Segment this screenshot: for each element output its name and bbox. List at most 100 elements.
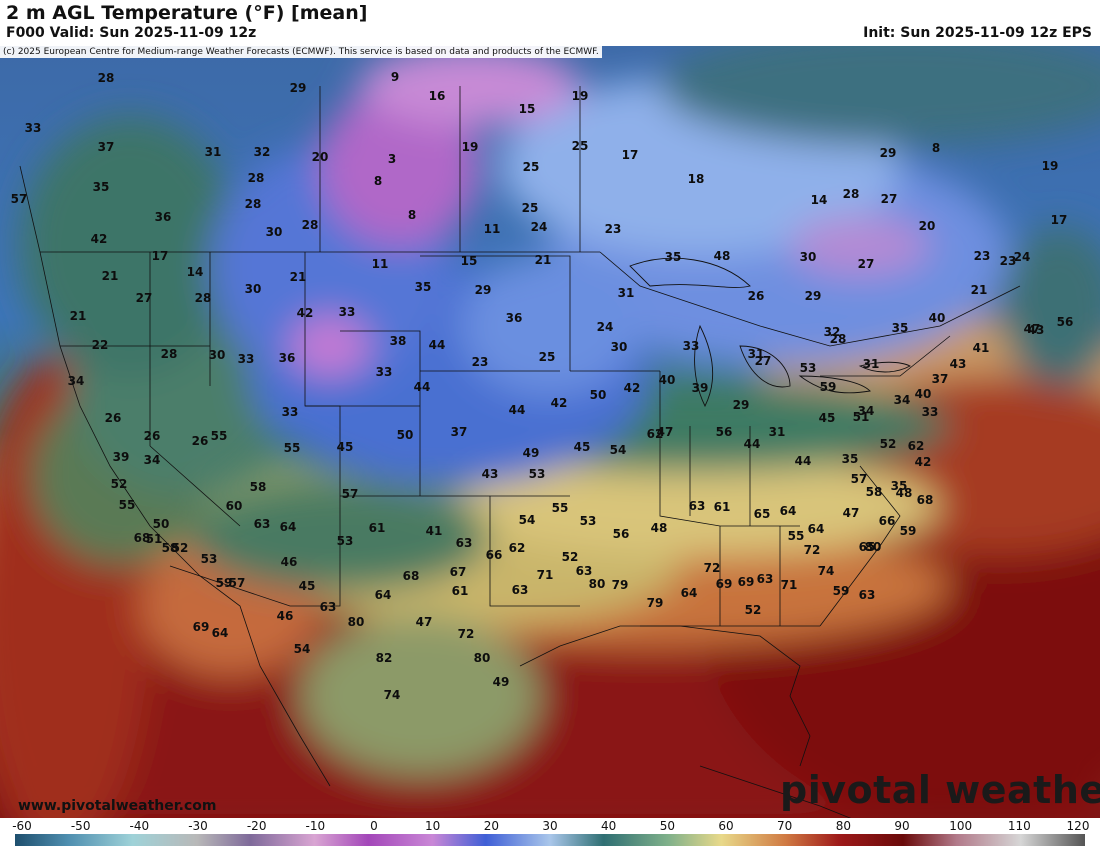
temperature-label: 33	[376, 365, 393, 379]
colorbar-tick: 30	[542, 819, 558, 833]
temperature-label: 28	[302, 218, 319, 232]
colorbar-tick: 40	[601, 819, 617, 833]
temperature-label: 57	[342, 487, 359, 501]
temperature-label: 53	[337, 534, 354, 548]
temperature-label: 11	[484, 222, 501, 236]
temperature-label: 17	[152, 249, 169, 263]
temperature-label: 36	[506, 311, 523, 325]
temperature-label: 23	[472, 355, 489, 369]
temperature-label: 35	[842, 452, 859, 466]
temperature-label: 47	[416, 615, 433, 629]
colorbar-labels: -60 -50 -40 -30 -20 -10 0 10 20 30 40 50 60 70 80 90 100…	[0, 818, 1100, 834]
temperature-label: 35	[665, 250, 682, 264]
temperature-label: 27	[858, 257, 875, 271]
temperature-label: 19	[1042, 159, 1059, 173]
website-link[interactable]: www.pivotalweather.com	[18, 798, 217, 814]
temperature-label: 31	[769, 425, 786, 439]
colorbar-tick: 20	[483, 819, 499, 833]
temperature-label: 30	[266, 225, 283, 239]
temperature-label: 26	[748, 289, 765, 303]
temperature-label: 27	[755, 354, 772, 368]
temperature-label: 52	[111, 477, 128, 491]
temperature-label: 42	[297, 306, 314, 320]
temperature-label: 24	[531, 220, 548, 234]
temperature-label: 20	[312, 150, 329, 164]
temperature-label: 60	[226, 499, 243, 513]
temperature-label: 17	[1051, 213, 1068, 227]
temperature-label: 33	[683, 339, 700, 353]
colorbar-tick: 50	[659, 819, 675, 833]
temperature-map: 28 29 9 16 19 33 37 31 32 20 15 3 19 25 25 17 35 28 8 25 18 5…	[0, 46, 1100, 818]
temperature-label: 53	[580, 514, 597, 528]
temperature-label: 64	[375, 588, 392, 602]
colorbar-tick: 0	[370, 819, 378, 833]
temperature-label: 53	[529, 467, 546, 481]
temperature-label: 55	[284, 441, 301, 455]
header: 2 m AGL Temperature (°F) [mean] F000 Val…	[0, 0, 1100, 46]
temperature-label: 34	[144, 453, 161, 467]
temperature-label: 3	[388, 152, 396, 166]
temperature-label: 46	[281, 555, 298, 569]
temperature-label: 34	[894, 393, 911, 407]
temperature-label: 52	[745, 603, 762, 617]
temperature-label: 52	[880, 437, 897, 451]
temperature-label: 57	[229, 576, 246, 590]
temperature-label: 33	[238, 352, 255, 366]
temperature-label: 56	[1057, 315, 1074, 329]
temperature-label: 44	[509, 403, 526, 417]
temperature-label: 23	[974, 249, 991, 263]
colorbar-tick: 70	[777, 819, 793, 833]
temperature-label: 50	[397, 428, 414, 442]
temperature-label: 66	[486, 548, 503, 562]
temperature-label: 14	[811, 193, 828, 207]
temperature-label: 25	[539, 350, 556, 364]
temperature-label: 21	[290, 270, 307, 284]
temperature-label: 47	[657, 425, 674, 439]
temperature-label: 51	[853, 410, 870, 424]
temperature-label: 38	[390, 334, 407, 348]
colorbar-strip	[15, 834, 1085, 846]
temperature-label: 29	[290, 81, 307, 95]
temperature-label: 21	[971, 283, 988, 297]
temperature-label: 64	[780, 504, 797, 518]
temperature-label: 54	[610, 443, 627, 457]
temperature-label: 33	[339, 305, 356, 319]
temperature-label: 11	[372, 257, 389, 271]
temperature-label: 59	[833, 584, 850, 598]
temperature-label: 74	[818, 564, 835, 578]
colorbar-tick: 80	[835, 819, 851, 833]
colorbar-gradient	[15, 834, 1085, 846]
temperature-label: 57	[851, 472, 868, 486]
temperature-label: 32	[254, 145, 271, 159]
temperature-label: 64	[280, 520, 297, 534]
temperature-label: 45	[299, 579, 316, 593]
temperature-label: 47	[1024, 322, 1041, 336]
temperature-label: 29	[880, 146, 897, 160]
colorbar-tick: 60	[718, 819, 734, 833]
temperature-label: 31	[748, 347, 765, 361]
temperature-label: 63	[859, 588, 876, 602]
colorbar-tick: 110	[1007, 819, 1031, 833]
temperature-label: 71	[537, 568, 554, 582]
colorbar-tick: 90	[894, 819, 910, 833]
temperature-label: 25	[523, 160, 540, 174]
temperature-label: 43	[1028, 323, 1045, 337]
temperature-label: 80	[348, 615, 365, 629]
temperature-label: 55	[788, 529, 805, 543]
temperature-label: 42	[915, 455, 932, 469]
temperature-label: 39	[113, 450, 130, 464]
temperature-label: 23	[1000, 254, 1017, 268]
temperature-label: 33	[282, 405, 299, 419]
temperature-label: 69	[716, 577, 733, 591]
temperature-label: 64	[681, 586, 698, 600]
temperature-label: 40	[915, 387, 932, 401]
temperature-label: 65	[754, 507, 771, 521]
temperature-label: 21	[102, 269, 119, 283]
temperature-label: 35	[891, 479, 908, 493]
temperature-label: 15	[461, 254, 478, 268]
temperature-label: 68	[917, 493, 934, 507]
temperature-label: 35	[892, 321, 909, 335]
boundaries	[19, 86, 1021, 818]
temperature-label: 63	[689, 499, 706, 513]
temperature-label: 45	[819, 411, 836, 425]
